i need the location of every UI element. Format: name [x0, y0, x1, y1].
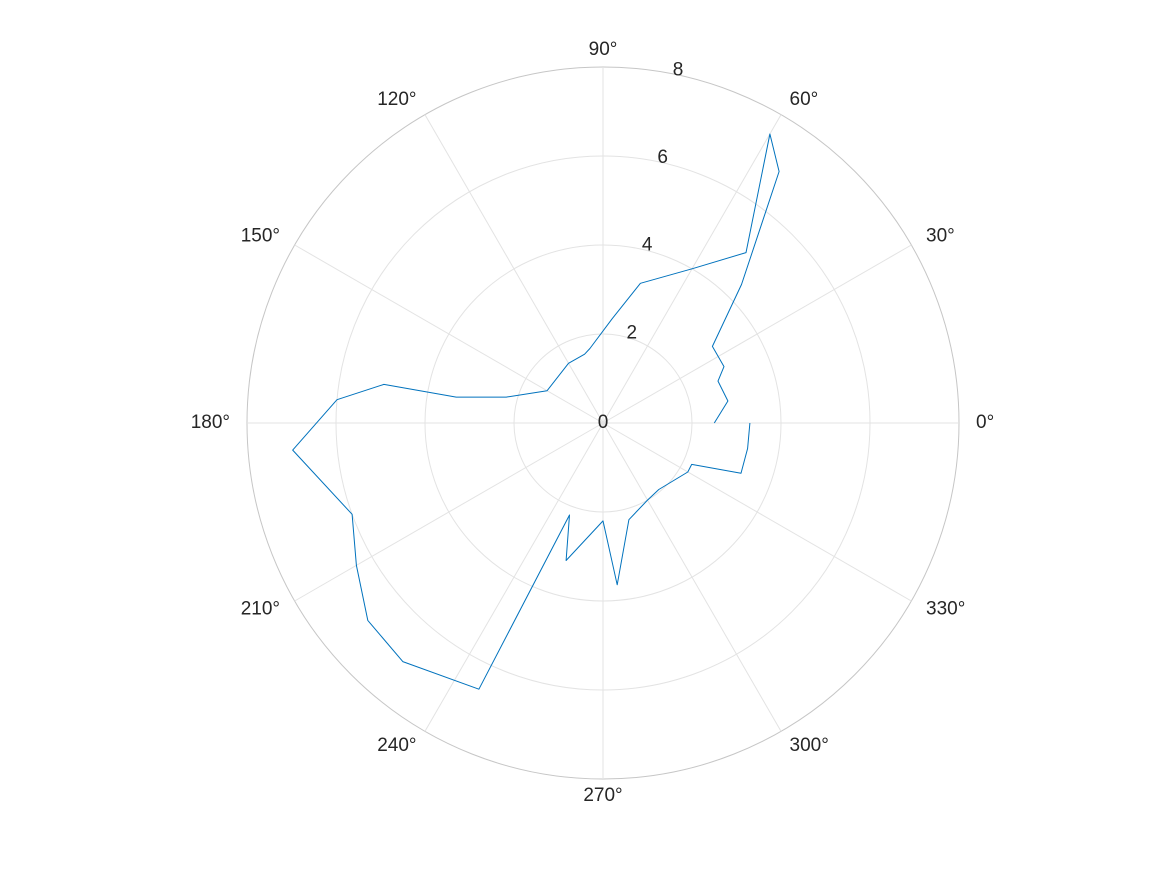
r-tick-label-4: 4 [642, 235, 653, 256]
theta-tick-label-60: 60° [790, 89, 819, 110]
spoke-300 [602, 422, 782, 732]
theta-tick-label-300: 300° [790, 735, 829, 756]
spoke-330 [602, 422, 912, 602]
spoke-30 [602, 244, 912, 424]
theta-tick-label-240: 240° [377, 735, 416, 756]
theta-tick-label-330: 330° [926, 599, 965, 620]
theta-tick-label-30: 30° [926, 226, 955, 247]
spoke-120 [424, 114, 604, 424]
theta-tick-label-120: 120° [377, 89, 416, 110]
theta-tick-label-270: 270° [583, 785, 622, 806]
tick-labels: 0° 30° 60° 90° 120° 150° 180° 210° 240° 270° 300° 3… [191, 39, 994, 806]
spoke-210 [294, 422, 604, 602]
series-layer [292, 133, 780, 690]
theta-tick-label-90: 90° [589, 39, 618, 60]
r-tick-label-2: 2 [627, 322, 638, 343]
r-tick-label-6: 6 [657, 147, 668, 168]
theta-tick-label-150: 150° [241, 226, 280, 247]
polar-grid [246, 66, 960, 780]
r-tick-label-0: 0 [598, 412, 609, 433]
spoke-150 [294, 244, 604, 424]
theta-tick-label-210: 210° [241, 599, 280, 620]
theta-tick-label-0: 0° [976, 412, 994, 433]
spoke-240 [424, 422, 604, 732]
r-tick-label-8: 8 [673, 59, 684, 80]
theta-tick-label-180: 180° [191, 412, 230, 433]
series-line-0 [292, 133, 780, 690]
